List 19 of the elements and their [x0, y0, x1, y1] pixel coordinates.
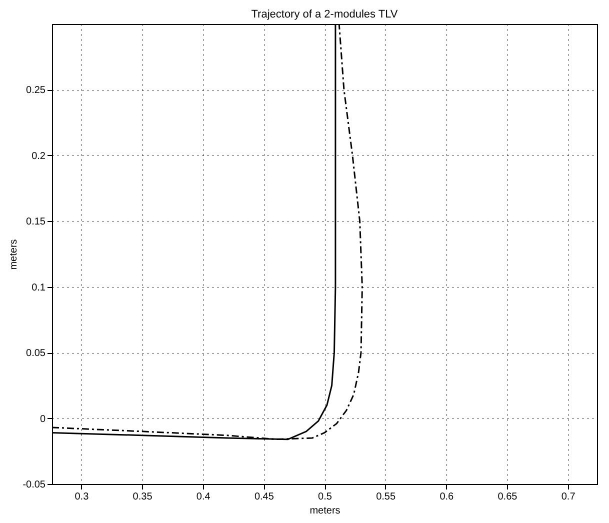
x-tick-label: 0.3 — [74, 492, 90, 502]
x-tick-label: 0.35 — [132, 492, 153, 502]
y-tick-label: 0.2 — [32, 150, 46, 162]
x-tick-label: 0.55 — [376, 492, 396, 502]
x-tick-label: 0.5 — [318, 492, 332, 502]
x-tick-label: 0.4 — [196, 492, 211, 502]
y-tick-label: 0.15 — [26, 216, 46, 228]
y-tick-label: 0.25 — [26, 85, 46, 96]
y-tick-label: 0.1 — [32, 282, 46, 294]
y-tick-label: 0 — [40, 414, 46, 425]
x-axis-title: meters — [310, 506, 340, 516]
y-axis-title: meters — [8, 239, 20, 270]
x-tick-label: 0.6 — [440, 492, 454, 502]
x-tick-label: 0.45 — [254, 492, 274, 502]
chart-title: Trajectory of a 2-modules TLV — [251, 8, 398, 20]
y-tick-label: -0.05 — [22, 480, 46, 490]
y-tick-label: 0.05 — [26, 348, 46, 360]
x-tick-label: 0.7 — [561, 492, 576, 502]
x-tick-label: 0.65 — [498, 492, 518, 502]
